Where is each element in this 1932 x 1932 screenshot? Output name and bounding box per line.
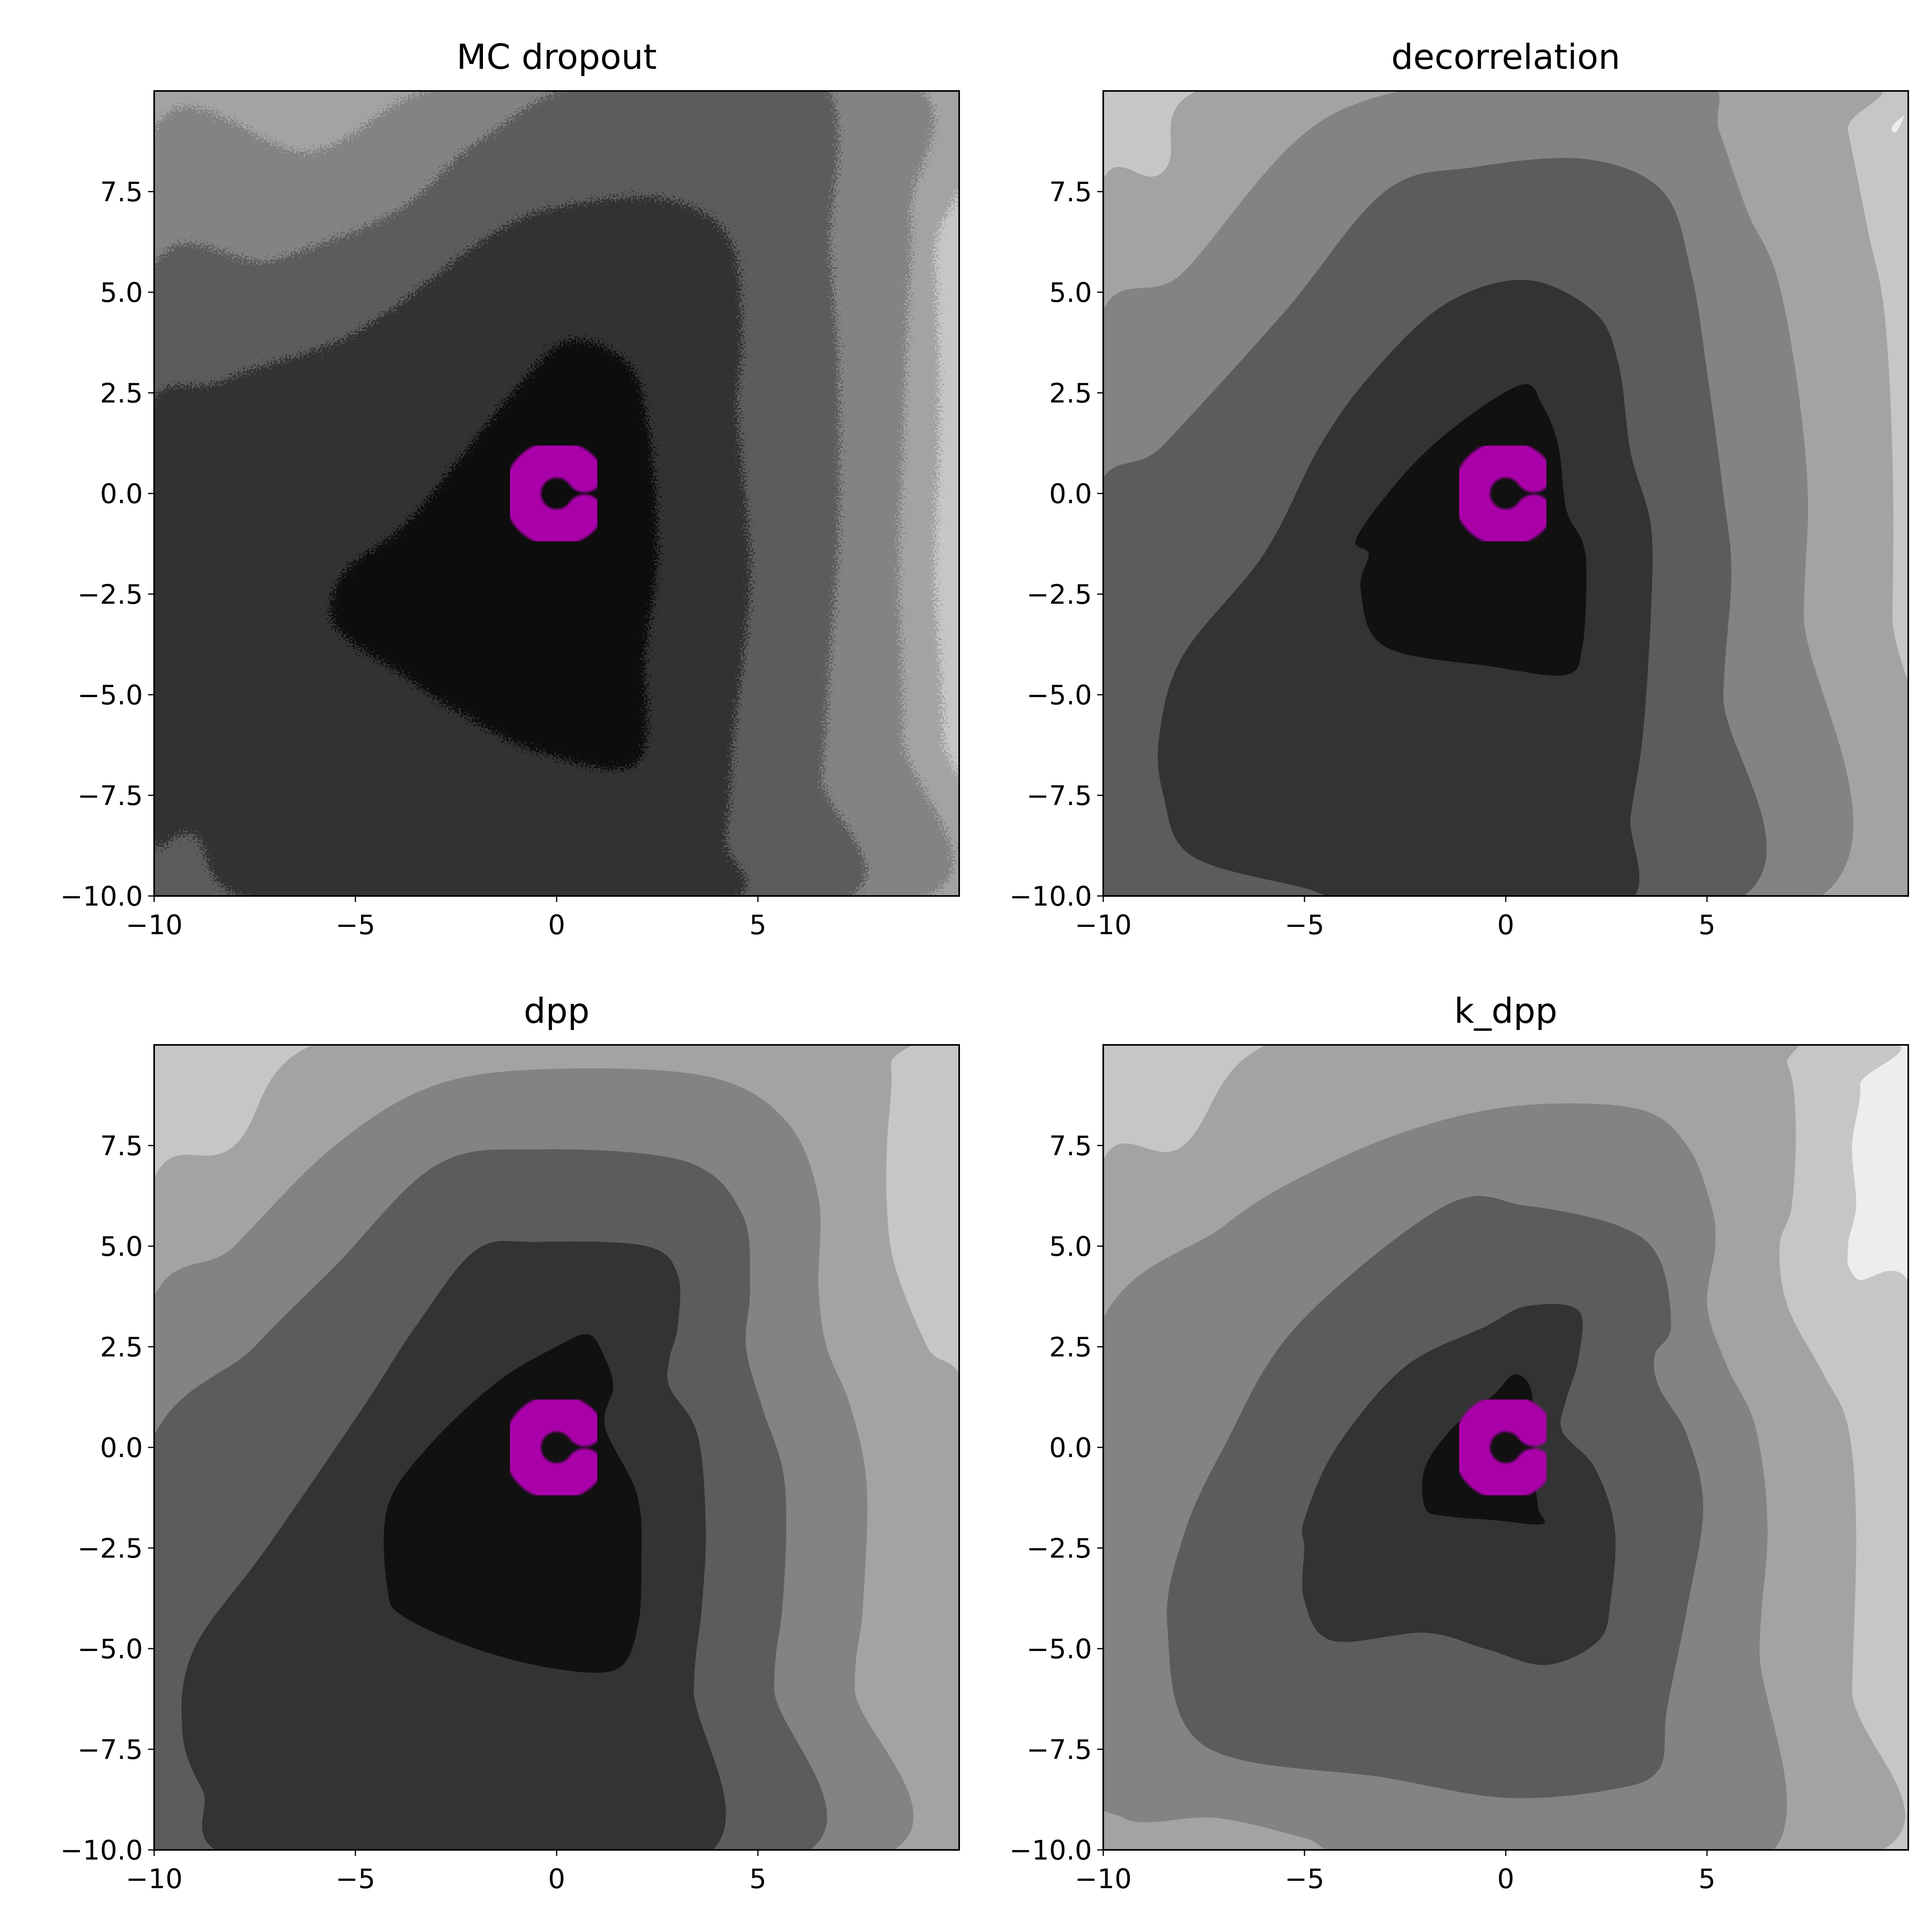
y-tick-label: 5.0 bbox=[100, 277, 143, 308]
x-tick-label: −10 bbox=[126, 909, 182, 941]
data-points bbox=[504, 1395, 603, 1500]
y-tick-label: −2.5 bbox=[1026, 579, 1092, 610]
contour-area bbox=[1103, 91, 1908, 896]
y-tick-label: 5.0 bbox=[1049, 277, 1092, 308]
y-tick-label: 7.5 bbox=[100, 1130, 143, 1162]
x-tick-label: 0 bbox=[548, 1863, 566, 1895]
y-tick-label: −10.0 bbox=[1009, 881, 1092, 912]
x-tick-label: 5 bbox=[1699, 909, 1716, 941]
y-tick-label: −5.0 bbox=[1026, 1633, 1092, 1665]
y-tick-label: 0.0 bbox=[1049, 478, 1092, 510]
contour-area bbox=[1103, 1045, 1908, 1850]
y-tick-label: −2.5 bbox=[1026, 1533, 1092, 1564]
x-tick-label: 5 bbox=[1699, 1863, 1716, 1895]
x-tick-label: 0 bbox=[548, 909, 566, 941]
x-tick-label: −5 bbox=[336, 1863, 376, 1895]
subplot-title: dpp bbox=[524, 991, 590, 1031]
y-tick-label: −7.5 bbox=[1026, 1734, 1092, 1765]
x-tick-label: 0 bbox=[1497, 909, 1515, 941]
y-tick-label: −2.5 bbox=[77, 579, 143, 610]
y-tick-label: 0.0 bbox=[1049, 1432, 1092, 1463]
y-tick-label: 0.0 bbox=[100, 478, 143, 510]
y-tick-label: −10.0 bbox=[60, 881, 143, 912]
x-tick-label: −5 bbox=[1285, 909, 1325, 941]
x-tick-label: 0 bbox=[1497, 1863, 1515, 1895]
y-tick-label: −5.0 bbox=[1026, 679, 1092, 711]
x-tick-label: −10 bbox=[126, 1863, 182, 1895]
y-tick-label: 2.5 bbox=[1049, 1331, 1092, 1363]
y-tick-label: 0.0 bbox=[100, 1432, 143, 1463]
x-tick-label: 5 bbox=[749, 1863, 767, 1895]
y-tick-label: 7.5 bbox=[100, 176, 143, 208]
subplot-2: decorrelation −10 −5 0 5 −10.0 −7.5 −5.0 −2.5 0.0… bbox=[1009, 37, 1909, 941]
y-tick-label: 7.5 bbox=[1049, 176, 1092, 208]
y-tick-label: −10.0 bbox=[60, 1835, 143, 1866]
y-tick-label: −5.0 bbox=[77, 1633, 143, 1665]
y-tick-label: 2.5 bbox=[100, 1331, 143, 1363]
subplot-4: k_dpp −10 −5 0 5 −10.0 −7.5 −5.0 −2.5 0.0 2.5 5.0 7.… bbox=[1009, 991, 1909, 1895]
data-points bbox=[504, 441, 603, 546]
subplot-title: k_dpp bbox=[1454, 991, 1558, 1031]
y-tick-label: −7.5 bbox=[77, 780, 143, 811]
contour-area bbox=[154, 91, 959, 896]
subplots: MC dropout −10 −5 0 5 −10.0 −7.5 −5.0 −2.5 0.0 2.5… bbox=[60, 37, 1909, 1895]
data-points bbox=[1453, 441, 1552, 546]
contour-area bbox=[154, 1045, 959, 1850]
subplot-title: MC dropout bbox=[456, 37, 657, 77]
subplot-1: MC dropout −10 −5 0 5 −10.0 −7.5 −5.0 −2.5 0.0 2.5… bbox=[60, 37, 960, 941]
y-tick-label: −5.0 bbox=[77, 679, 143, 711]
y-tick-label: 2.5 bbox=[100, 378, 143, 409]
y-tick-label: 7.5 bbox=[1049, 1130, 1092, 1162]
y-tick-label: −10.0 bbox=[1009, 1835, 1092, 1866]
y-tick-label: 5.0 bbox=[1049, 1231, 1092, 1262]
x-tick-label: −5 bbox=[1285, 1863, 1325, 1895]
y-tick-label: −2.5 bbox=[77, 1533, 143, 1564]
y-tick-label: 5.0 bbox=[100, 1231, 143, 1262]
x-tick-label: −5 bbox=[336, 909, 376, 941]
y-tick-label: −7.5 bbox=[77, 1734, 143, 1765]
subplot-3: dpp −10 −5 0 5 −10.0 −7.5 −5.0 −2.5 0.0 2.5 5.0 7.5 bbox=[60, 991, 960, 1895]
x-tick-label: −10 bbox=[1075, 909, 1131, 941]
data-points bbox=[1453, 1395, 1552, 1500]
subplot-title: decorrelation bbox=[1391, 37, 1620, 77]
x-tick-label: −10 bbox=[1075, 1863, 1131, 1895]
y-tick-label: 2.5 bbox=[1049, 378, 1092, 409]
y-tick-label: −7.5 bbox=[1026, 780, 1092, 811]
x-tick-label: 5 bbox=[749, 909, 767, 941]
